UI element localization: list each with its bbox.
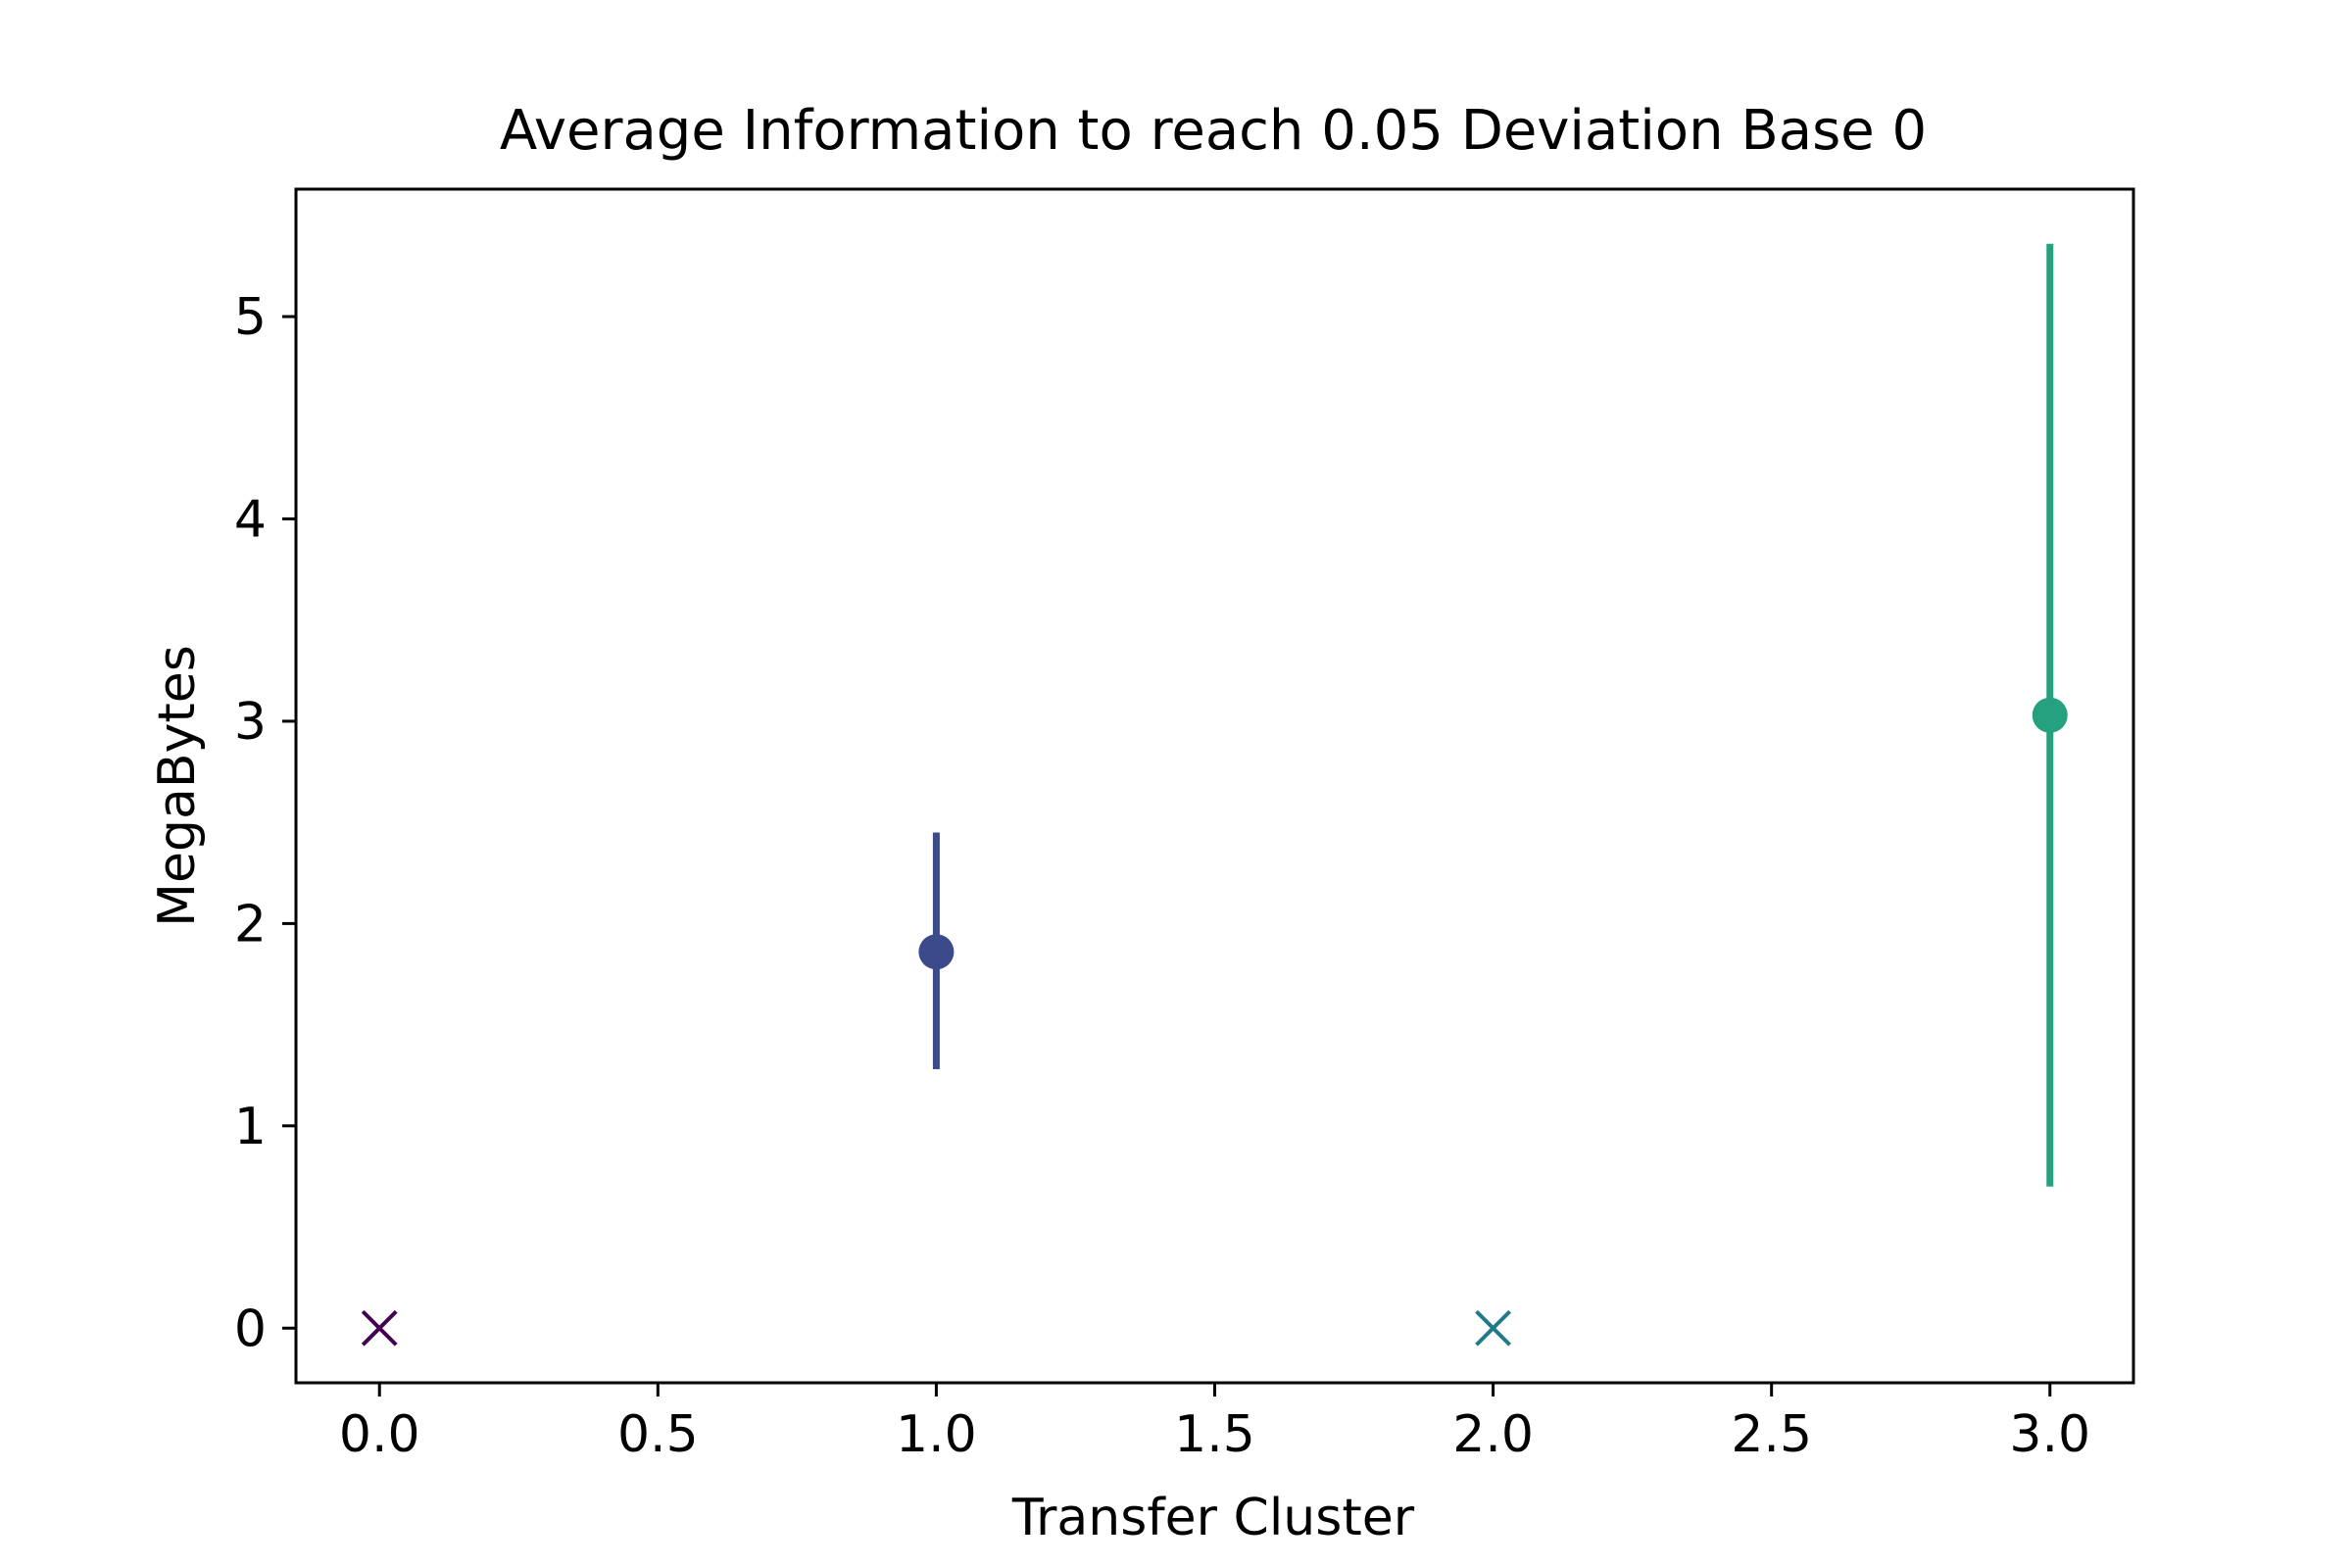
data-point [918,934,955,970]
x-tick-label: 2.5 [1731,1405,1812,1464]
x-axis: 0.0 0.5 1.0 1.5 2.0 2.5 3.0 [339,1383,2090,1464]
x-axis-label: Transfer Cluster [1011,1489,1415,1547]
y-tick-label: 4 [234,490,267,549]
y-tick-label: 2 [234,895,267,954]
data-point-x-marker [361,1309,398,1347]
y-axis-label: MegaBytes [148,645,207,927]
y-tick-label: 0 [234,1299,267,1358]
chart-title: Average Information to reach 0.05 Deviat… [500,99,1927,163]
x-tick-label: 1.5 [1174,1405,1255,1464]
x-tick-label: 0.0 [339,1405,420,1464]
data-marks [361,243,2068,1347]
data-point [2032,697,2068,733]
data-point-x-marker [1475,1309,1512,1347]
y-tick-label: 3 [234,693,267,752]
y-tick-label: 5 [234,288,267,347]
y-axis: 0 1 2 3 4 5 [234,288,296,1358]
plot-frame [294,187,2135,1385]
x-tick-label: 0.5 [617,1405,699,1464]
y-tick-label: 1 [234,1098,267,1156]
x-tick-label: 1.0 [896,1405,977,1464]
x-tick-label: 2.0 [1452,1405,1534,1464]
x-tick-label: 3.0 [2009,1405,2090,1464]
